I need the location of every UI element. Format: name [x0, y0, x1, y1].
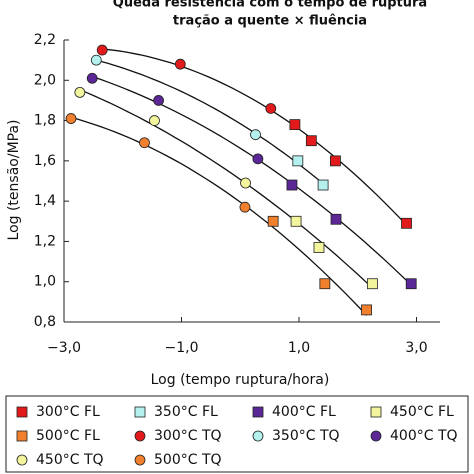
legend-marker	[252, 406, 264, 418]
point	[86, 72, 98, 84]
legend-label: 300°C TQ	[154, 428, 222, 444]
y-tick-label: 2,0	[34, 72, 56, 88]
point	[90, 54, 102, 66]
point	[292, 155, 304, 167]
y-tick-label: 1,2	[34, 233, 56, 249]
legend-marker	[370, 406, 382, 418]
x-tick-label: −3,0	[47, 340, 81, 356]
point	[65, 113, 77, 124]
point	[361, 304, 372, 316]
point	[317, 179, 329, 191]
x-axis-label: Log (tempo ruptura/hora)	[151, 372, 330, 388]
y-tick-label: 1,4	[34, 193, 56, 209]
point	[289, 119, 301, 130]
point	[149, 115, 160, 126]
point	[174, 58, 186, 70]
point	[267, 215, 279, 227]
y-tick-label: 1,8	[34, 113, 56, 129]
legend-label: 350°C FL	[154, 404, 218, 420]
y-tick-label: 1,0	[34, 274, 56, 290]
legend-label: 400°C TQ	[390, 428, 458, 444]
point	[74, 86, 86, 98]
fit-curve	[79, 89, 373, 289]
legend-label: 400°C FL	[272, 404, 336, 420]
fit-curve	[96, 59, 324, 185]
point	[305, 135, 317, 147]
fit-curve	[91, 75, 412, 286]
legend-label: 450°C FL	[390, 404, 454, 420]
legend-marker	[134, 430, 146, 442]
point	[139, 137, 150, 149]
fit-curve	[102, 48, 407, 226]
legend-marker	[134, 406, 146, 418]
x-tick-label: −1,0	[165, 340, 199, 356]
point	[290, 215, 302, 227]
x-tick-label: 1,0	[288, 340, 310, 356]
point	[239, 201, 251, 213]
point	[401, 217, 412, 229]
x-tick-label: 3,0	[405, 340, 427, 356]
point	[240, 177, 251, 189]
y-tick-label: 0,8	[34, 314, 56, 330]
y-axis-label: Log (tensão/MPa)	[6, 120, 22, 241]
point	[405, 278, 417, 290]
legend-label: 300°C FL	[36, 404, 100, 420]
point	[313, 242, 325, 253]
point	[265, 103, 277, 114]
legend-marker	[134, 454, 146, 466]
legend-label: 350°C TQ	[272, 428, 340, 444]
y-tick-label: 1,6	[34, 153, 56, 169]
legend-label: 500°C FL	[36, 428, 100, 444]
point	[367, 278, 378, 290]
legend-marker	[16, 454, 28, 466]
point	[330, 213, 342, 225]
legend-marker	[370, 430, 382, 442]
legend-marker	[16, 430, 28, 442]
point	[96, 44, 108, 56]
legend-marker	[252, 430, 264, 442]
point	[153, 95, 164, 106]
chart-title: tração a quente × fluência	[173, 14, 367, 29]
legend-box	[5, 395, 469, 473]
point	[250, 129, 261, 141]
y-tick-label: 2,2	[34, 32, 56, 48]
point	[330, 155, 341, 167]
point	[319, 278, 331, 290]
chart-title: Queda resistência com o tempo de ruptura	[113, 0, 427, 11]
legend-marker	[16, 406, 28, 418]
legend-label: 450°C TQ	[36, 452, 104, 468]
point	[286, 179, 298, 191]
legend-label: 500°C TQ	[154, 452, 222, 468]
fit-curve	[70, 116, 368, 316]
point	[252, 153, 264, 165]
